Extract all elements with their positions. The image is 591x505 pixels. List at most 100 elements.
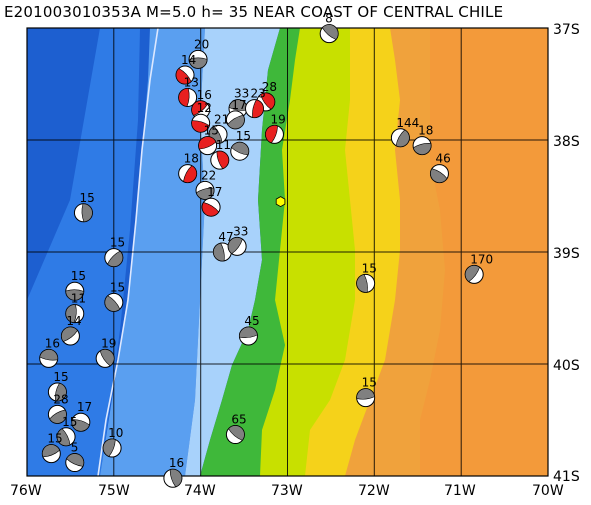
compressional-quadrant [213,242,225,262]
event-depth-label: 17 [207,185,222,199]
focal-mechanism[interactable]: 5 [65,441,85,473]
event-depth-label: 15 [110,236,125,250]
compressional-quadrant [265,125,278,144]
map-title: E201003010353A M=5.0 h= 35 NEAR COAST OF… [4,3,504,21]
compressional-quadrant [42,444,61,458]
focal-mechanism[interactable]: 15 [356,261,377,293]
focal-mechanism[interactable]: 16 [163,456,184,488]
focal-mechanism[interactable]: 15 [104,280,125,312]
x-tick-label: 70W [532,483,564,499]
compressional-quadrant [71,419,90,432]
event-depth-label: 22 [201,168,216,182]
focal-mechanism[interactable]: 17 [71,400,92,432]
event-depth-label: 46 [435,152,450,166]
event-depth-label: 13 [184,75,199,89]
event-depth-label: 16 [169,456,184,470]
focal-mechanism[interactable]: 17 [225,98,247,130]
focal-mechanism[interactable]: 15 [73,191,95,223]
compressional-quadrant [175,68,192,85]
focal-mechanism[interactable]: 33 [227,224,248,256]
compressional-quadrant [102,438,116,457]
focal-mechanism[interactable]: 22 [195,168,216,200]
event-depth-label: 33 [233,224,248,238]
compressional-quadrant [413,143,432,155]
compressional-quadrant [356,388,375,400]
compressional-quadrant [260,92,276,110]
event-depth-label: 15 [53,370,68,384]
focal-mechanism[interactable]: 15 [230,129,251,161]
event-depth-label: 17 [77,400,92,414]
focal-mechanism[interactable]: 28 [47,392,69,424]
event-depth-label: 11 [71,292,86,306]
compressional-quadrant [104,295,121,312]
focal-mechanism[interactable]: 16 [191,88,212,120]
event-depth-label: 28 [53,392,68,406]
event-depth-label: 16 [45,336,60,350]
focal-mechanism[interactable]: 8 [319,12,339,44]
focal-mechanism[interactable]: 15 [56,415,77,447]
compressional-quadrant [231,141,249,156]
focal-mechanism[interactable]: 15 [104,236,125,268]
focal-mechanism[interactable]: 45 [238,314,260,346]
y-tick-label: 39S [553,246,580,262]
compressional-quadrant [198,136,217,150]
compressional-quadrant [66,453,85,467]
focal-mechanism[interactable]: 11 [210,138,231,170]
event-depth-label: 14 [66,314,81,328]
y-tick-label: 41S [553,469,580,485]
focal-mechanism[interactable]: 19 [95,336,116,368]
focal-mechanism[interactable]: 19 [264,112,286,144]
focal-mechanism[interactable]: 18 [412,124,433,156]
focal-mechanism[interactable]: 15 [356,376,377,408]
event-depth-label: 15 [62,415,77,429]
focal-mechanism[interactable]: 46 [429,152,451,184]
focal-mechanism[interactable]: 16 [39,336,60,368]
event-depth-label: 5 [71,441,79,455]
focal-mechanism[interactable]: 15 [41,432,63,464]
event-depth-label: 15 [236,129,251,143]
focal-mechanism[interactable]: 11 [65,292,86,324]
event-depth-label: 15 [71,269,86,283]
focal-mechanism[interactable]: 23 [245,87,266,119]
focal-mechanism[interactable]: 20 [188,37,209,69]
focal-mechanism[interactable]: 170 [464,252,493,284]
focal-mechanism[interactable]: 65 [225,413,247,445]
x-tick-label: 76W [10,483,42,499]
event-depth-label: 15 [47,432,62,446]
x-tick-label: 72W [358,483,390,499]
compressional-quadrant [356,274,368,293]
compressional-quadrant [188,57,208,69]
map-frame [26,27,549,477]
focal-mechanism[interactable]: 15 [198,124,219,156]
event-depth-label: 45 [244,314,259,328]
focal-mechanism[interactable]: 15 [47,370,69,402]
epicenter-hexagon[interactable] [275,196,286,208]
compressional-quadrant [464,265,480,282]
main-event-marker [275,196,286,208]
focal-mechanism[interactable]: 144 [390,116,419,148]
focal-mechanism[interactable]: 17 [201,185,222,217]
focal-mechanism[interactable]: 14 [175,53,196,85]
focal-mechanism[interactable]: 13 [178,75,199,107]
compressional-quadrant [191,100,209,116]
compressional-quadrant [183,165,197,183]
event-depth-label: 15 [362,376,377,390]
event-depth-label: 144 [396,116,419,130]
y-tick-label: 38S [553,134,580,150]
focal-mechanism[interactable]: 14 [60,314,82,346]
focal-mechanism[interactable]: 47 [212,230,234,262]
compressional-quadrant [322,24,339,40]
focal-mechanism[interactable]: 18 [178,152,199,184]
event-depth-label: 20 [194,37,209,51]
compressional-quadrant [56,428,71,447]
event-depth-label: 14 [181,53,196,67]
focal-mechanism[interactable]: 12 [191,101,212,133]
compressional-quadrant [228,425,245,441]
focal-mechanism[interactable]: 10 [102,426,123,458]
event-depth-label: 23 [251,87,266,101]
event-depth-label: 18 [184,152,199,166]
focal-mechanism[interactable]: 15 [65,269,86,301]
compressional-quadrant [201,202,220,217]
